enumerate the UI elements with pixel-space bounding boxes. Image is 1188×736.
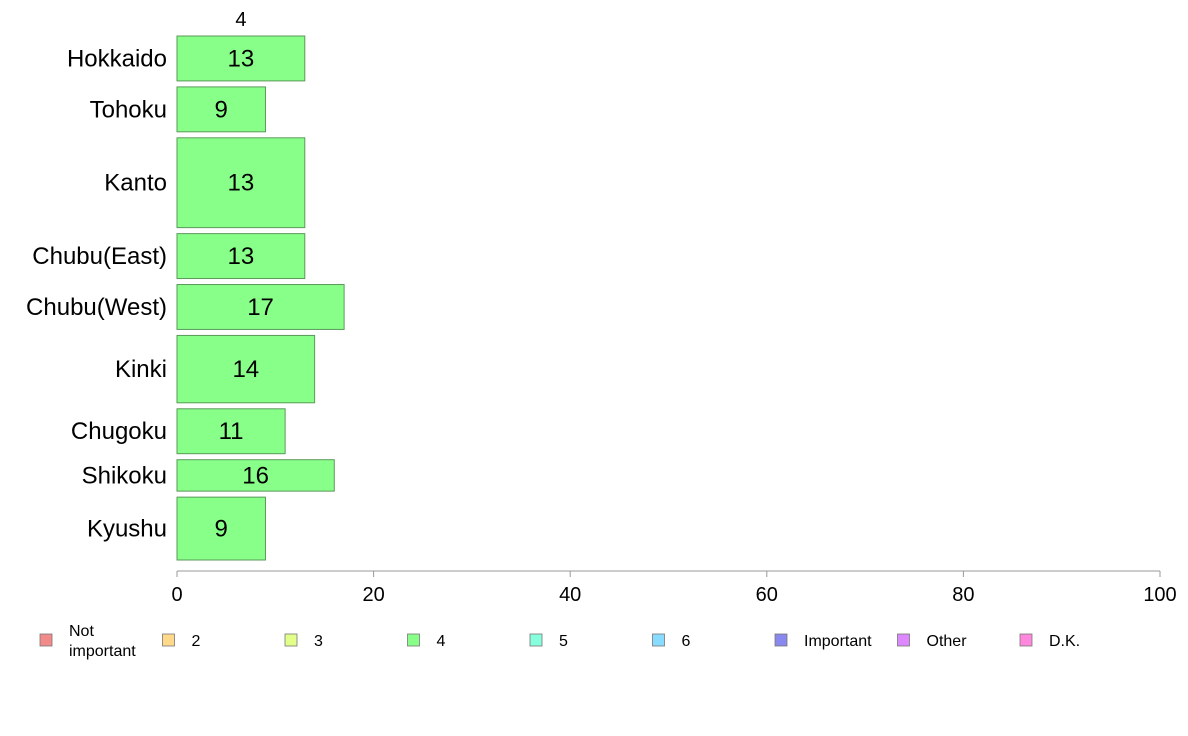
- legend-label: 4: [437, 633, 446, 650]
- legend-swatch: [1019, 633, 1033, 647]
- legend-label: Important: [804, 633, 872, 650]
- bar-value-label: 17: [247, 294, 274, 321]
- category-labels: Hokkaido Tohoku Kanto Chubu(East) Chubu(West…: [26, 45, 167, 542]
- legend-label: D.K.: [1049, 633, 1080, 650]
- x-tick-label: 20: [362, 584, 384, 606]
- legend-label: 5: [559, 633, 568, 650]
- legend-label: Other: [927, 633, 968, 650]
- legend: Not important 2 3 4 5 6 Important Other D.K.: [39, 623, 1080, 660]
- legend-swatch: [407, 633, 420, 647]
- legend-label: 3: [314, 633, 323, 650]
- category-label: Hokkaido: [67, 45, 167, 72]
- bar-tohoku: [176, 86, 266, 133]
- legend-label: 2: [192, 633, 201, 650]
- x-tick-label: 60: [756, 584, 778, 606]
- bar-value-label: 13: [228, 45, 255, 72]
- legend-swatch: [162, 633, 175, 647]
- category-label: Kinki: [115, 356, 167, 383]
- category-label: Tohoku: [90, 96, 167, 123]
- legend-swatch: [39, 633, 53, 647]
- legend-label: 6: [682, 633, 691, 650]
- category-label: Chubu(East): [32, 243, 167, 270]
- bar-chugoku: [176, 408, 286, 455]
- legend-label: Not important: [69, 623, 136, 660]
- bar-shikoku: [176, 459, 335, 492]
- legend-swatch: [652, 633, 665, 647]
- x-tick-label: 40: [559, 584, 581, 606]
- x-tick-label: 0: [171, 584, 182, 606]
- bar-value-label: 16: [242, 462, 269, 489]
- x-axis: 0 20 40 60 80 100: [171, 570, 1177, 606]
- bar-kyushu: [176, 496, 266, 561]
- x-tick-label: 100: [1143, 584, 1176, 606]
- category-label: Kyushu: [87, 516, 167, 543]
- bar-value-label: 11: [219, 418, 244, 445]
- category-label: Chugoku: [71, 418, 167, 445]
- bar-hokkaido: [176, 35, 306, 82]
- category-label: Kanto: [104, 170, 167, 197]
- bar-kanto: [176, 137, 306, 229]
- bar-chubu-east-: [176, 233, 306, 280]
- legend-swatch: [529, 633, 543, 647]
- category-label: Chubu(West): [26, 294, 167, 321]
- bar-value-label: 13: [228, 243, 255, 270]
- bar-value-label: 14: [232, 356, 259, 383]
- bar-chubu-west-: [176, 284, 345, 330]
- bar-kinki: [176, 334, 316, 404]
- bar-value-label: 9: [215, 96, 228, 123]
- x-tick-label: 80: [952, 584, 974, 606]
- legend-swatch: [284, 633, 298, 647]
- category-label: Shikoku: [82, 462, 167, 489]
- bar-value-label: 13: [228, 170, 255, 197]
- bar-value-label: 9: [215, 516, 228, 543]
- legend-swatch: [774, 633, 788, 647]
- legend-swatch: [897, 633, 910, 647]
- series-header-label: 4: [235, 9, 246, 31]
